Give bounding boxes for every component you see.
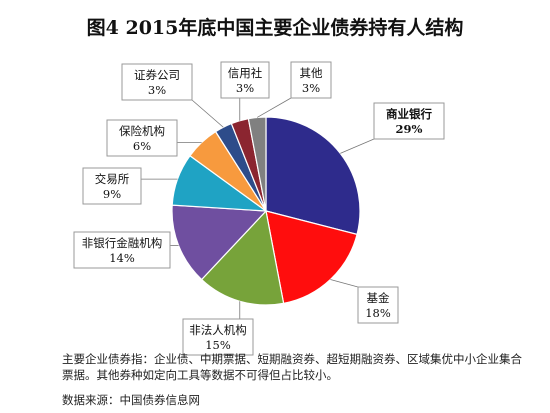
data-label-box-6 — [121, 63, 193, 101]
data-label-name-6: 证券公司 — [134, 68, 180, 82]
data-label-box-3 — [73, 231, 171, 269]
pie-slice-3 — [171, 204, 268, 281]
leader-line-0 — [340, 138, 375, 154]
data-label-box-2 — [182, 318, 254, 356]
data-label-value-0: 29% — [396, 122, 423, 136]
data-label-value-1: 18% — [365, 306, 391, 320]
leader-line-6 — [191, 99, 224, 128]
chart-note: 主要企业债券指：企业债、中期票据、短期融资券、超短期融资券、区域集优中小企业集合… — [62, 352, 522, 382]
data-label-name-1: 基金 — [367, 291, 390, 305]
data-label-value-6: 3% — [148, 83, 166, 97]
data-label-name-2: 非法人机构 — [189, 323, 247, 337]
data-label-name-0: 商业银行 — [386, 107, 432, 121]
pie-slice-2 — [200, 209, 285, 306]
data-label-box-0 — [373, 102, 445, 140]
data-label-name-3: 非银行金融机构 — [82, 236, 163, 250]
data-label-box-4 — [82, 167, 142, 205]
data-label-value-4: 9% — [103, 187, 121, 201]
chart-title: 图4 2015年底中国主要企业债券持有人结构 — [86, 17, 464, 39]
data-label-value-8: 3% — [302, 81, 320, 95]
data-label-box-5 — [106, 119, 178, 157]
data-label-name-5: 保险机构 — [119, 124, 165, 138]
data-label-box-1 — [357, 286, 399, 324]
leader-line-1 — [330, 279, 359, 288]
data-label-box-7 — [220, 61, 270, 99]
chart-source: 数据来源：中国债券信息网 — [62, 393, 200, 407]
data-label-value-2: 15% — [205, 338, 231, 352]
data-label-value-5: 6% — [133, 139, 151, 153]
data-label-box-8 — [290, 61, 332, 99]
data-label-value-3: 14% — [109, 251, 135, 265]
data-label-value-7: 3% — [236, 81, 254, 95]
data-label-name-8: 其他 — [300, 66, 323, 80]
data-label-name-7: 信用社 — [228, 66, 263, 80]
leader-line-8 — [256, 97, 292, 118]
data-label-name-4: 交易所 — [95, 172, 130, 186]
